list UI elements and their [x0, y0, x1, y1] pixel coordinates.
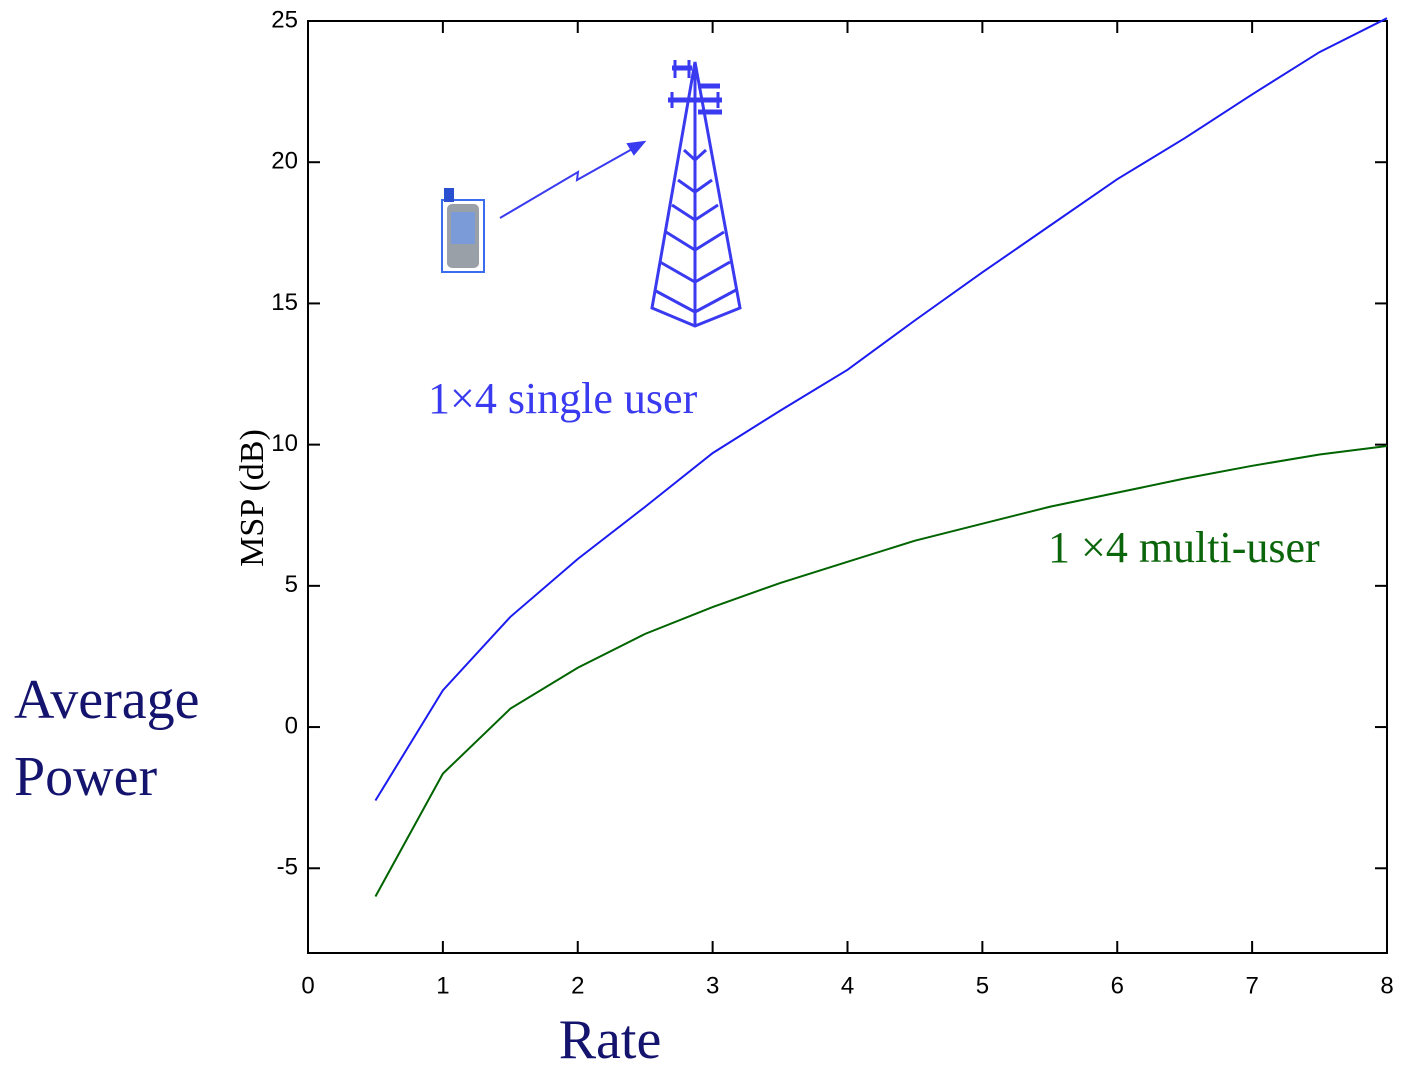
x-tick-label: 8 — [1380, 972, 1393, 999]
y-tick-label: 20 — [271, 148, 298, 175]
plot-frame — [307, 20, 1388, 954]
annotation: 1×4 single user — [428, 374, 698, 423]
x-tick-label: 1 — [436, 972, 449, 999]
x-axis-label: Rate — [559, 1009, 662, 1071]
annotation: 1 ×4 multi-user — [1048, 523, 1320, 572]
y-tick-label: 10 — [271, 430, 298, 457]
y-axis-label: MSP (dB) — [234, 429, 271, 567]
y-tick-label: 25 — [271, 6, 298, 33]
y-tick-label: -5 — [277, 854, 298, 881]
tower-icon — [650, 60, 742, 328]
x-tick-label: 6 — [1111, 972, 1124, 999]
x-tick-label: 5 — [976, 972, 989, 999]
y-tick-label: 5 — [285, 571, 298, 598]
x-tick-label: 4 — [841, 972, 854, 999]
side-label: Average — [14, 669, 200, 731]
line-series — [374, 17, 1388, 802]
y-tick-label: 0 — [285, 712, 298, 739]
signal-arrow — [499, 140, 647, 219]
side-label: Power — [14, 746, 157, 808]
x-tick-label: 7 — [1245, 972, 1258, 999]
x-tick-label: 3 — [706, 972, 719, 999]
y-tick-label: 15 — [271, 289, 298, 316]
x-tick-label: 0 — [301, 972, 314, 999]
x-tick-label: 2 — [571, 972, 584, 999]
line-series — [374, 445, 1388, 897]
phone-icon — [441, 188, 485, 273]
